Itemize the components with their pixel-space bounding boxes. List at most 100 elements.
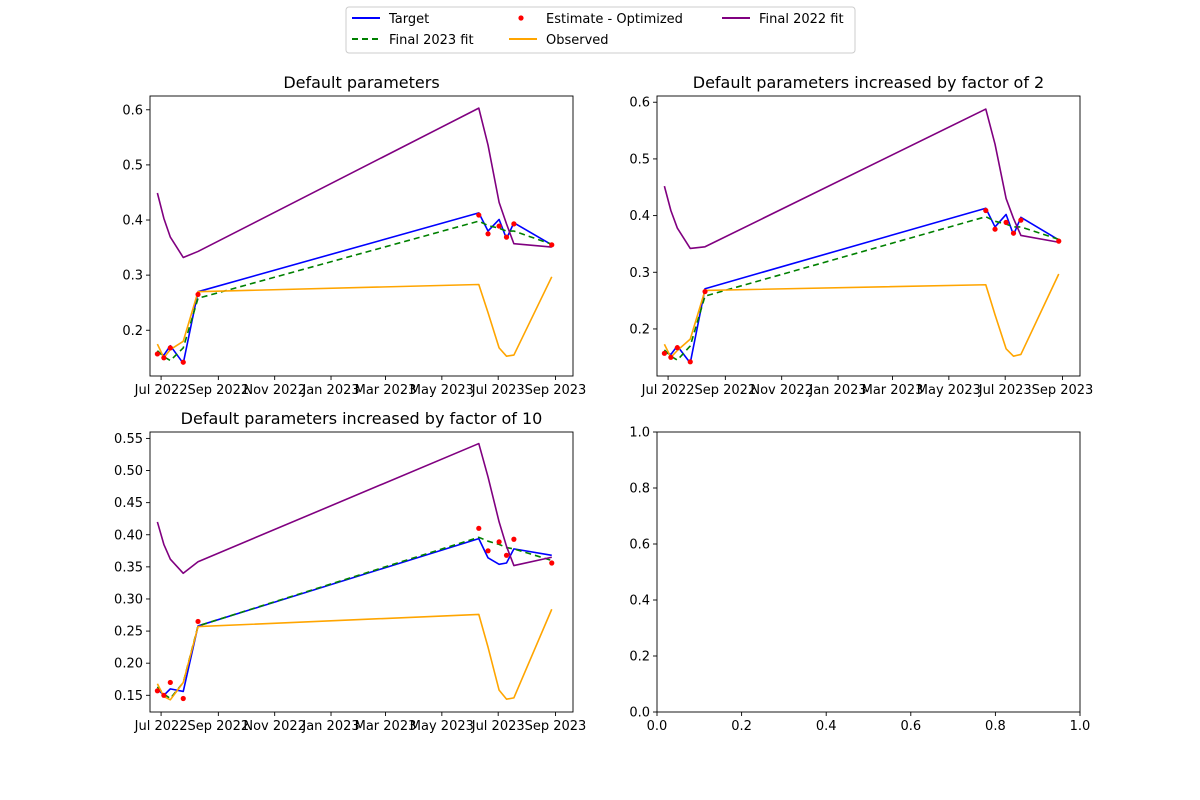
series-line-final-2022-fit [156, 107, 552, 259]
data-point-estimate-optimized [549, 560, 555, 566]
x-tick-label: Sep 2022 [187, 719, 249, 734]
y-tick-label: 0.0 [629, 706, 650, 721]
legend-entry-observed: Observed [509, 33, 609, 48]
x-tick-label: Nov 2022 [243, 383, 306, 398]
series-line-final-2022-fit [156, 442, 552, 575]
x-tick-label: 0.8 [985, 719, 1006, 734]
x-tick-label: Jul 2023 [471, 719, 525, 734]
data-point-estimate-optimized [485, 231, 491, 237]
axes-frame [656, 95, 1081, 377]
y-tick-label: 0.2 [122, 324, 143, 339]
legend-entry-estimate-optimized: Estimate - Optimized [518, 12, 683, 27]
x-tick-label: 0.4 [816, 719, 837, 734]
x-tick-label: Mar 2023 [862, 383, 924, 398]
y-tick-label: 0.20 [114, 657, 143, 672]
y-tick-label: 0.6 [122, 103, 143, 118]
series-line-final-2023-fit [156, 220, 553, 362]
data-point-estimate-optimized [1010, 230, 1017, 236]
y-tick-label: 0.25 [114, 625, 143, 640]
series-line-final-2023-fit [663, 215, 1060, 361]
legend-swatch-estimate-optimized [518, 15, 524, 21]
legend-entry-target: Target [352, 12, 429, 27]
x-tick-label: Sep 2022 [694, 383, 756, 398]
y-tick-label: 0.5 [122, 158, 143, 173]
data-point-estimate-optimized [661, 350, 667, 356]
data-point-estimate-optimized [195, 291, 201, 298]
y-tick-label: 0.3 [122, 269, 143, 284]
data-point-estimate-optimized [496, 539, 502, 545]
series-line-final-2022-fit [663, 108, 1059, 250]
subplot-factor-2: Default parameters increased by factor o… [629, 73, 1093, 398]
y-tick-label: 0.4 [122, 214, 143, 229]
legend-label-final-2022-fit: Final 2022 fit [759, 12, 844, 27]
x-tick-label: Sep 2022 [187, 383, 249, 398]
x-tick-label: May 2023 [410, 719, 474, 734]
series-line-observed [663, 273, 1060, 359]
x-tick-label: May 2023 [410, 383, 474, 398]
data-point-estimate-optimized [180, 695, 186, 702]
x-tick-label: Sep 2023 [1032, 383, 1094, 398]
x-tick-label: Mar 2023 [355, 383, 417, 398]
series-line-final-2023-fit [156, 536, 552, 700]
data-point-estimate-optimized [511, 221, 517, 227]
y-tick-label: 0.5 [629, 152, 650, 167]
legend-entry-final-2023-fit: Final 2023 fit [352, 33, 474, 48]
x-tick-label: Jan 2023 [808, 383, 866, 398]
x-tick-label: Jul 2022 [134, 719, 188, 734]
y-tick-label: 0.45 [114, 496, 143, 511]
subplot-empty: 0.0 0.2 0.4 0.6 0.8 1.0 0.0 0.2 0.4 0.6 0.8 1.0 [629, 426, 1090, 735]
data-point-estimate-optimized [503, 234, 510, 240]
y-tick-label: 0.50 [114, 464, 143, 479]
data-point-estimate-optimized [496, 223, 502, 229]
y-tick-label: 0.15 [114, 689, 143, 704]
plot-area [154, 442, 555, 702]
x-tick-label: Mar 2023 [355, 719, 417, 734]
y-tick-label: 0.35 [114, 560, 143, 575]
x-tick-label: Sep 2023 [525, 719, 587, 734]
legend-label-target: Target [388, 12, 429, 27]
y-tick-label: 0.40 [114, 528, 143, 543]
x-tick-label: Jan 2023 [301, 383, 359, 398]
x-tick-label: Jan 2023 [301, 719, 359, 734]
plot-area [661, 108, 1062, 365]
y-tick-label: 0.6 [629, 538, 650, 553]
y-tick-label: 0.6 [629, 96, 650, 111]
y-tick-label: 0.2 [629, 322, 650, 337]
data-point-estimate-optimized [1018, 217, 1024, 223]
legend-label-observed: Observed [546, 33, 609, 48]
axes-frame [149, 431, 574, 713]
subplot-title: Default parameters [283, 73, 439, 92]
data-point-estimate-optimized [702, 288, 708, 295]
data-point-estimate-optimized [992, 226, 998, 232]
y-tick-label: 0.8 [629, 482, 650, 497]
data-point-estimate-optimized [549, 242, 555, 248]
legend-entry-final-2022-fit: Final 2022 fit [722, 12, 844, 27]
data-point-estimate-optimized [154, 688, 160, 694]
data-point-estimate-optimized [674, 345, 680, 351]
legend-label-final-2023-fit: Final 2023 fit [389, 33, 474, 48]
data-point-estimate-optimized [161, 692, 167, 698]
data-point-estimate-optimized [180, 359, 186, 365]
y-tick-label: 0.55 [114, 432, 143, 447]
y-tick-label: 0.2 [629, 650, 650, 665]
series-line-observed [156, 276, 553, 359]
data-point-estimate-optimized [1056, 238, 1062, 244]
x-tick-label: 0.6 [900, 719, 921, 734]
x-tick-label: May 2023 [917, 383, 981, 398]
axes-frame [656, 431, 1081, 713]
data-point-estimate-optimized [668, 354, 674, 360]
data-point-estimate-optimized [161, 355, 167, 361]
y-tick-label: 0.30 [114, 592, 143, 607]
x-tick-label: 1.0 [1070, 719, 1091, 734]
data-point-estimate-optimized [485, 548, 491, 554]
x-tick-label: Nov 2022 [750, 383, 813, 398]
y-tick-label: 0.4 [629, 209, 650, 224]
plot-area [154, 107, 555, 365]
y-tick-label: 0.4 [629, 594, 650, 609]
data-point-estimate-optimized [687, 359, 693, 365]
x-tick-label: Jul 2022 [134, 383, 188, 398]
legend-label-estimate-optimized: Estimate - Optimized [546, 12, 683, 27]
